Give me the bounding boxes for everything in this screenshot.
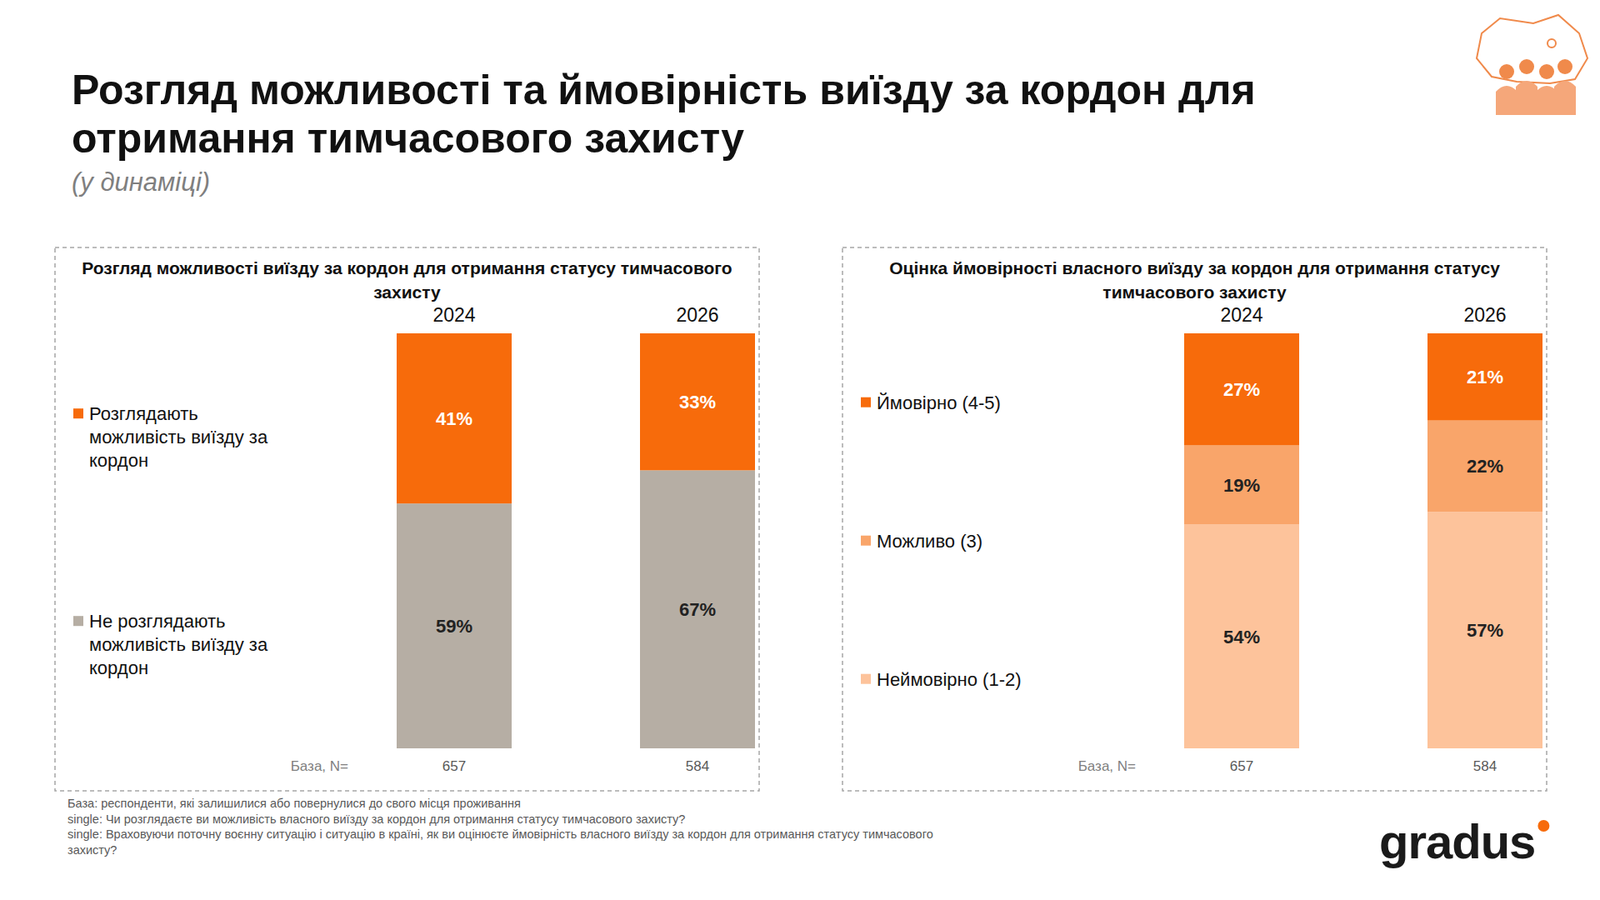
data-label: 54% [1223, 626, 1260, 648]
data-label: 59% [435, 615, 473, 637]
base-value: 657 [1230, 758, 1254, 775]
legend-swatch [73, 615, 84, 626]
data-label: 57% [1466, 620, 1504, 641]
data-label: 41% [435, 408, 473, 430]
icon-head [1557, 59, 1573, 75]
bar-segment [396, 503, 512, 749]
category-label: 2026 [1463, 304, 1506, 326]
header-icon [1476, 15, 1588, 115]
bar-segment [1184, 333, 1300, 445]
labels: 2024 54% 19% 27% 657 2026 57% 22% 21% 584 База, N= [1078, 304, 1507, 775]
data-label: 27% [1223, 379, 1260, 400]
footnote: single: Чи розглядаєте ви можливість вла… [67, 812, 685, 826]
category-label: 2026 [675, 304, 719, 326]
icon-body [1495, 85, 1518, 115]
base-value: 657 [442, 758, 466, 775]
bar-segment [1184, 445, 1300, 525]
page-title: Розгляд можливості та ймовірність виїзду… [71, 66, 1256, 162]
icon-pin [1547, 39, 1556, 48]
legend-label: Не розглядаютьможливість виїзду закордон [89, 610, 269, 679]
icon-body [1554, 80, 1576, 115]
panel: Розгляд можливості виїзду за кордон для … [55, 247, 760, 791]
bar-segment [640, 470, 755, 749]
base-value: 584 [685, 758, 710, 775]
labels: 2024 59% 41% 657 2026 67% 33% 584 База, N= [290, 304, 720, 775]
page-subtitle: (у динаміці) [71, 167, 210, 197]
icon-body [1515, 80, 1538, 115]
icon-head [1539, 64, 1555, 80]
category-label: 2024 [432, 304, 475, 326]
base-label: База, N= [290, 758, 349, 775]
legend-swatch [860, 397, 871, 408]
bars [1184, 333, 1543, 749]
bar-segment [640, 333, 755, 470]
panel-title: Оцінка ймовірності власного виїзду за ко… [889, 258, 1500, 302]
legend-swatch [73, 408, 84, 419]
bar-segment [396, 333, 512, 504]
bars [396, 333, 755, 749]
data-label: 67% [679, 599, 716, 620]
legend-swatch [860, 535, 871, 546]
data-label: 22% [1466, 455, 1504, 477]
icon-head [1519, 59, 1535, 75]
bar-segment [1427, 420, 1543, 513]
category-label: 2024 [1220, 304, 1263, 326]
base-label: База, N= [1078, 758, 1136, 775]
legend-label: Неймовірно (1-2) [876, 669, 1022, 690]
data-label: 19% [1223, 475, 1260, 496]
legend-label: Можливо (3) [876, 530, 983, 552]
footnote: База: респонденти, які залишилися або по… [67, 796, 521, 810]
legend-label: Розглядаютьможливість виїзду закордон [89, 403, 269, 471]
panel-title: Розгляд можливості виїзду за кордон для … [81, 258, 732, 302]
bar-segment [1184, 524, 1300, 749]
legend-swatch [860, 674, 871, 685]
base-value: 584 [1473, 758, 1497, 775]
logo: gradus [1379, 814, 1535, 869]
bar-segment [1427, 333, 1543, 421]
legend: Розглядаютьможливість виїзду закордон Не … [73, 403, 269, 679]
data-label: 21% [1466, 366, 1504, 388]
panel-frame [842, 247, 1547, 791]
bar-segment [1427, 511, 1543, 749]
icon-head [1499, 64, 1515, 80]
logo-dot [1537, 820, 1550, 832]
panel: Оцінка ймовірності власного виїзду за ко… [842, 247, 1547, 791]
panel-frame [55, 247, 760, 791]
footnote: single: Враховуючи поточну воєнну ситуац… [67, 827, 934, 857]
legend: Ймовірно (4-5) Можливо (3) Неймовірно (1-2… [860, 392, 1022, 690]
legend-label: Ймовірно (4-5) [876, 392, 1001, 414]
icon-map [1476, 15, 1588, 84]
chart-canvas: Розгляд можливості та ймовірність виїзду… [0, 0, 1600, 900]
data-label: 33% [679, 391, 716, 413]
